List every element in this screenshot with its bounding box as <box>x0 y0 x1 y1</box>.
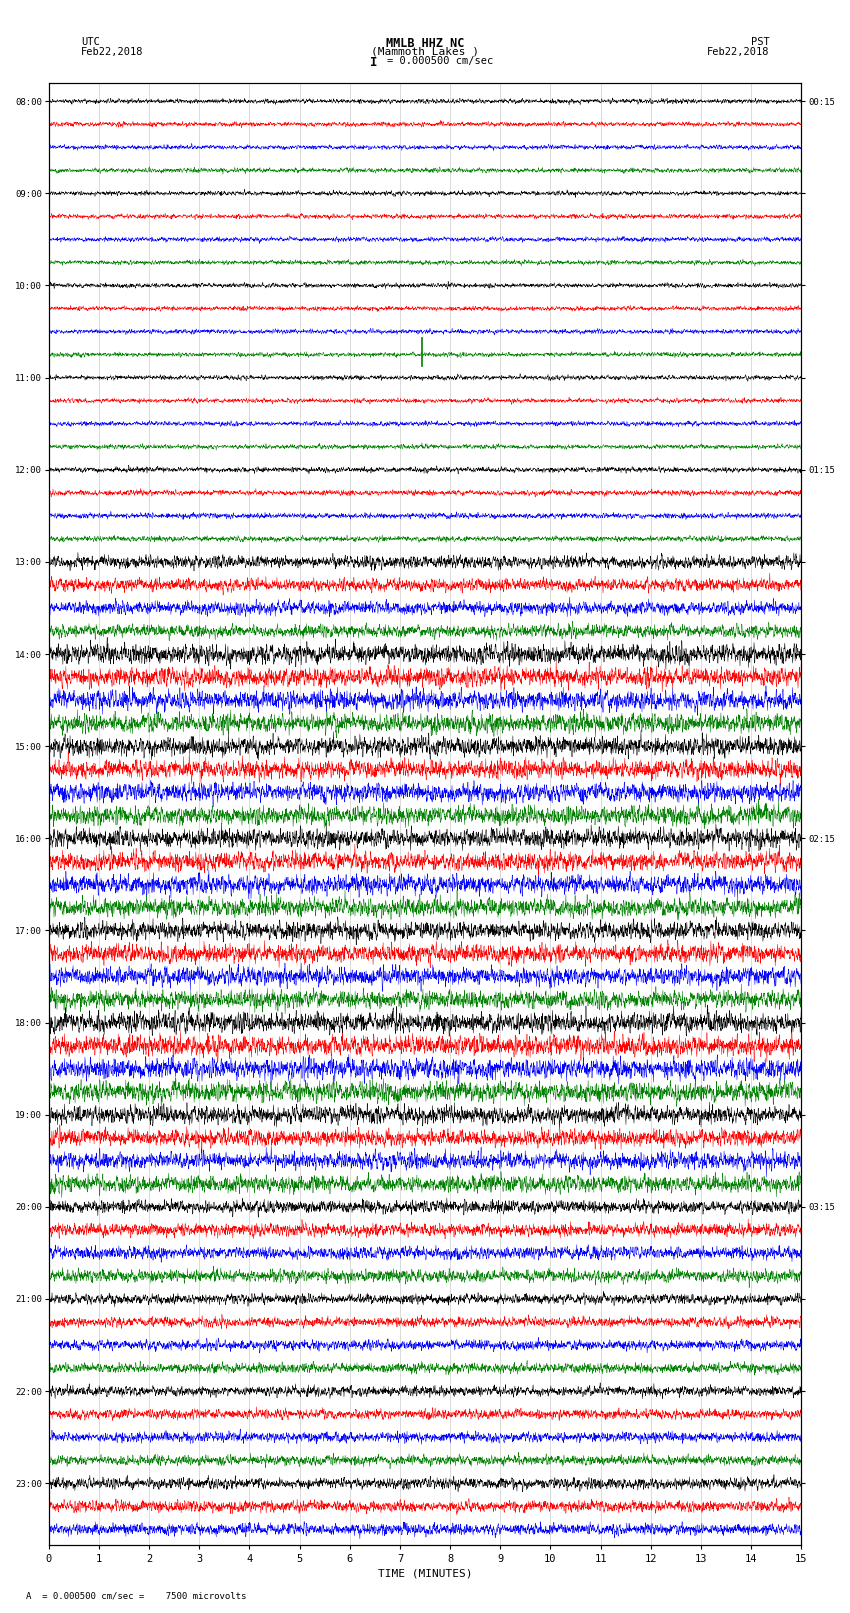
Text: Feb22,2018: Feb22,2018 <box>706 47 769 56</box>
Text: (Mammoth Lakes ): (Mammoth Lakes ) <box>371 47 479 56</box>
Text: = 0.000500 cm/sec: = 0.000500 cm/sec <box>387 56 493 66</box>
Text: Feb22,2018: Feb22,2018 <box>81 47 144 56</box>
Text: I: I <box>371 56 377 69</box>
X-axis label: TIME (MINUTES): TIME (MINUTES) <box>377 1569 473 1579</box>
Text: A  = 0.000500 cm/sec =    7500 microvolts: A = 0.000500 cm/sec = 7500 microvolts <box>26 1590 246 1600</box>
Text: UTC: UTC <box>81 37 99 47</box>
Text: PST: PST <box>751 37 769 47</box>
Text: MMLB HHZ NC: MMLB HHZ NC <box>386 37 464 50</box>
